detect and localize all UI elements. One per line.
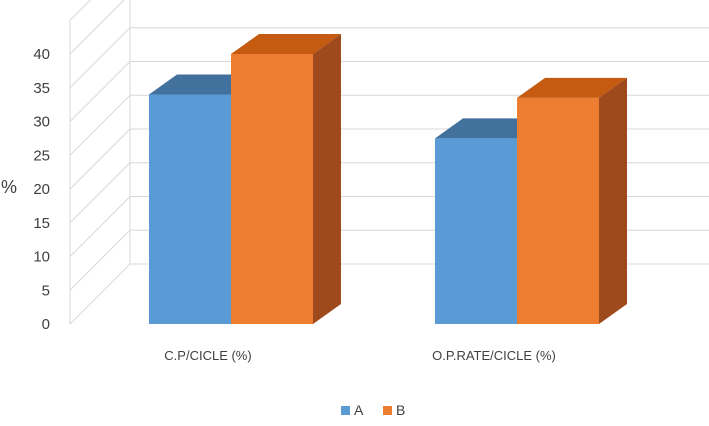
bar-front: [149, 94, 231, 324]
gridline-side: [69, 0, 125, 55]
y-tick-label: 5: [42, 282, 50, 299]
bar-side: [599, 77, 627, 324]
legend-label-B: B: [396, 402, 405, 418]
y-tick-label: 0: [42, 316, 50, 333]
gridline-side: [69, 229, 131, 291]
bar-front: [435, 138, 517, 324]
bars: [149, 34, 627, 324]
y-tick-label: 40: [33, 46, 50, 63]
gridline-side: [69, 61, 131, 122]
bar-top: [231, 34, 341, 54]
gridline-side: [69, 263, 131, 325]
gridline-side: [69, 0, 91, 21]
bar-B-1: [517, 77, 627, 324]
legend-swatch-A: [341, 406, 350, 415]
gridline-side: [69, 162, 131, 224]
bar-front: [231, 54, 313, 324]
y-axis-label: %: [1, 177, 17, 197]
bar-side: [313, 34, 341, 324]
legend-swatch-B: [383, 406, 392, 415]
y-axis-ticks: 0 5 10 15 20 25 30 35 40: [33, 46, 50, 333]
gridline-side: [69, 27, 131, 89]
y-tick-label: 10: [33, 249, 50, 266]
x-category-label: C.P/CICLE (%): [164, 348, 251, 363]
legend-label-A: A: [354, 402, 364, 418]
y-tick-label: 35: [33, 80, 50, 97]
y-tick-label: 30: [33, 114, 50, 131]
bar-B-0: [231, 34, 341, 324]
x-category-label: O.P.RATE/CICLE (%): [432, 348, 556, 363]
y-tick-label: 25: [33, 147, 50, 164]
gridline-side: [69, 128, 131, 190]
gridline-side: [69, 94, 131, 156]
x-axis-categories: C.P/CICLE (%) O.P.RATE/CICLE (%): [164, 348, 556, 363]
y-tick-label: 15: [33, 215, 50, 232]
bar-front: [517, 97, 599, 324]
y-tick-label: 20: [33, 181, 50, 198]
gridline-side: [69, 196, 131, 257]
bar-top: [517, 77, 627, 98]
